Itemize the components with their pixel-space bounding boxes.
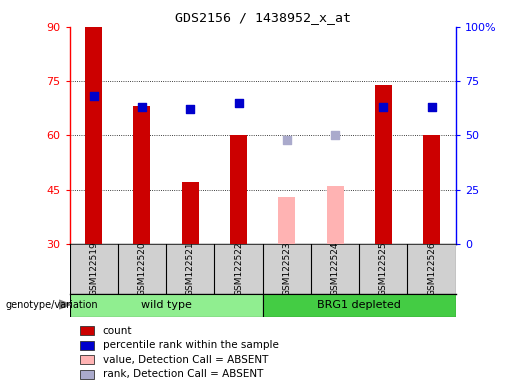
Text: GSM122521: GSM122521 [186, 242, 195, 296]
Bar [263, 294, 456, 317]
Text: value, Detection Call = ABSENT: value, Detection Call = ABSENT [103, 355, 268, 365]
Text: GSM122524: GSM122524 [331, 242, 339, 296]
Bar [70, 294, 263, 317]
Bar [375, 85, 392, 244]
Point [90, 93, 98, 99]
Bar [182, 182, 199, 244]
Point [379, 104, 387, 110]
Bar [85, 27, 102, 244]
Text: GSM122526: GSM122526 [427, 242, 436, 296]
Text: GSM122525: GSM122525 [379, 242, 388, 296]
Polygon shape [59, 300, 71, 309]
Point [186, 106, 194, 113]
Text: GSM122522: GSM122522 [234, 242, 243, 296]
Point [283, 137, 291, 143]
Text: GSM122519: GSM122519 [89, 242, 98, 296]
Text: genotype/variation: genotype/variation [5, 300, 98, 310]
Text: rank, Detection Call = ABSENT: rank, Detection Call = ABSENT [103, 369, 263, 379]
Point [234, 100, 243, 106]
Text: wild type: wild type [141, 300, 192, 310]
Bar [80, 326, 94, 335]
Text: GSM122520: GSM122520 [138, 242, 146, 296]
Text: GSM122523: GSM122523 [282, 242, 291, 296]
Bar [230, 136, 247, 244]
Bar [80, 356, 94, 364]
Text: BRG1 depleted: BRG1 depleted [317, 300, 401, 310]
Bar [80, 341, 94, 350]
Bar [327, 186, 344, 244]
Bar [278, 197, 295, 244]
Bar [80, 370, 94, 379]
Point [331, 132, 339, 139]
Bar [423, 136, 440, 244]
Text: count: count [103, 326, 132, 336]
Title: GDS2156 / 1438952_x_at: GDS2156 / 1438952_x_at [175, 11, 351, 24]
Text: percentile rank within the sample: percentile rank within the sample [103, 340, 279, 350]
Point [138, 104, 146, 110]
Bar [133, 106, 150, 244]
Point [427, 104, 436, 110]
